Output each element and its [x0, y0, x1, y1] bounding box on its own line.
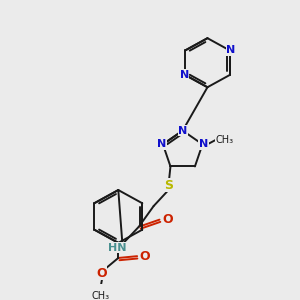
- Text: N: N: [226, 45, 236, 56]
- Text: N: N: [157, 139, 167, 149]
- Text: S: S: [164, 179, 173, 192]
- Text: O: O: [96, 267, 107, 280]
- Text: HN: HN: [108, 243, 126, 253]
- Text: O: O: [162, 213, 173, 226]
- Text: N: N: [178, 126, 187, 136]
- Text: CH₃: CH₃: [215, 135, 233, 145]
- Text: O: O: [140, 250, 150, 262]
- Text: CH₃: CH₃: [92, 291, 110, 300]
- Text: N: N: [199, 139, 208, 149]
- Text: N: N: [179, 70, 189, 80]
